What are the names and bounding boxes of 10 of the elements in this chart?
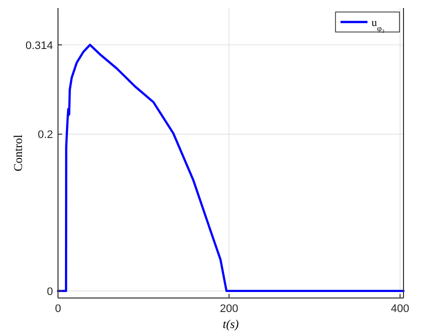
x-axis-title: t(s) [222,317,239,331]
legend-label: u$_{φ₃}$ [372,17,385,32]
y-tick-label: 0.2 [38,129,53,142]
x-tick-label: 0 [54,303,62,315]
y-tick-label: 0.314 [25,40,53,52]
line-series [56,44,405,292]
x-tick-label: 400 [390,303,410,315]
x-tick-label: 200 [220,303,238,315]
y-tick-label: 0 [46,286,53,298]
y-axis-title: Control [11,134,25,172]
